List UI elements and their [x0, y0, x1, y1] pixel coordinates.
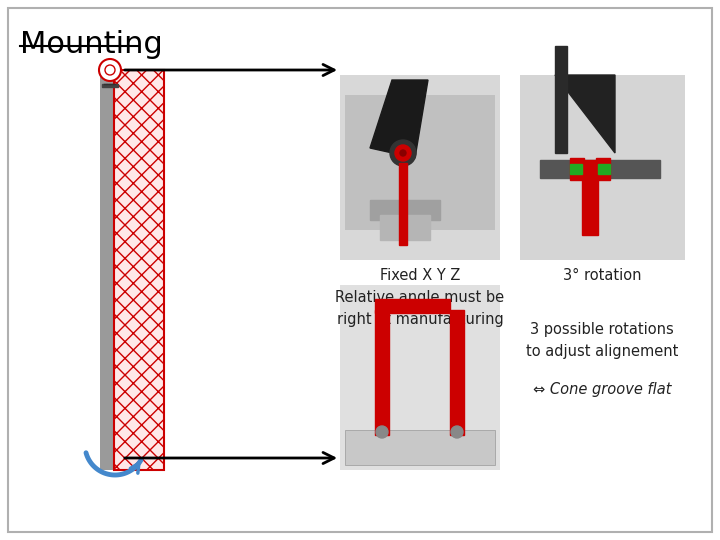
Bar: [399, 163, 407, 245]
Bar: [582, 160, 598, 235]
Bar: [380, 215, 430, 240]
Bar: [345, 95, 495, 230]
Polygon shape: [555, 75, 615, 153]
Polygon shape: [370, 80, 428, 158]
Bar: [570, 164, 582, 174]
Bar: [370, 200, 440, 220]
Circle shape: [395, 145, 411, 161]
Text: 3 possible rotations
to adjust alignement: 3 possible rotations to adjust alignemen…: [526, 322, 678, 359]
Bar: [340, 285, 500, 470]
Text: ⇔ Cone groove flat: ⇔ Cone groove flat: [533, 382, 671, 397]
Bar: [596, 158, 610, 180]
Bar: [100, 70, 114, 470]
Bar: [570, 158, 584, 180]
Text: Fixed X Y Z
Relative angle must be
right at manufacturing: Fixed X Y Z Relative angle must be right…: [336, 268, 505, 327]
Text: 3° rotation: 3° rotation: [563, 268, 642, 283]
Circle shape: [400, 150, 406, 156]
Bar: [345, 430, 495, 465]
Bar: [114, 70, 164, 470]
Circle shape: [451, 426, 463, 438]
Circle shape: [376, 426, 388, 438]
Bar: [450, 310, 464, 435]
Circle shape: [99, 59, 121, 81]
Bar: [520, 75, 685, 260]
Bar: [340, 75, 500, 260]
Bar: [598, 164, 610, 174]
Circle shape: [390, 140, 416, 166]
Text: Mounting: Mounting: [20, 30, 163, 59]
Bar: [102, 84, 118, 87]
Bar: [375, 310, 389, 435]
Bar: [555, 46, 567, 153]
Bar: [540, 160, 660, 178]
Bar: [375, 299, 450, 313]
